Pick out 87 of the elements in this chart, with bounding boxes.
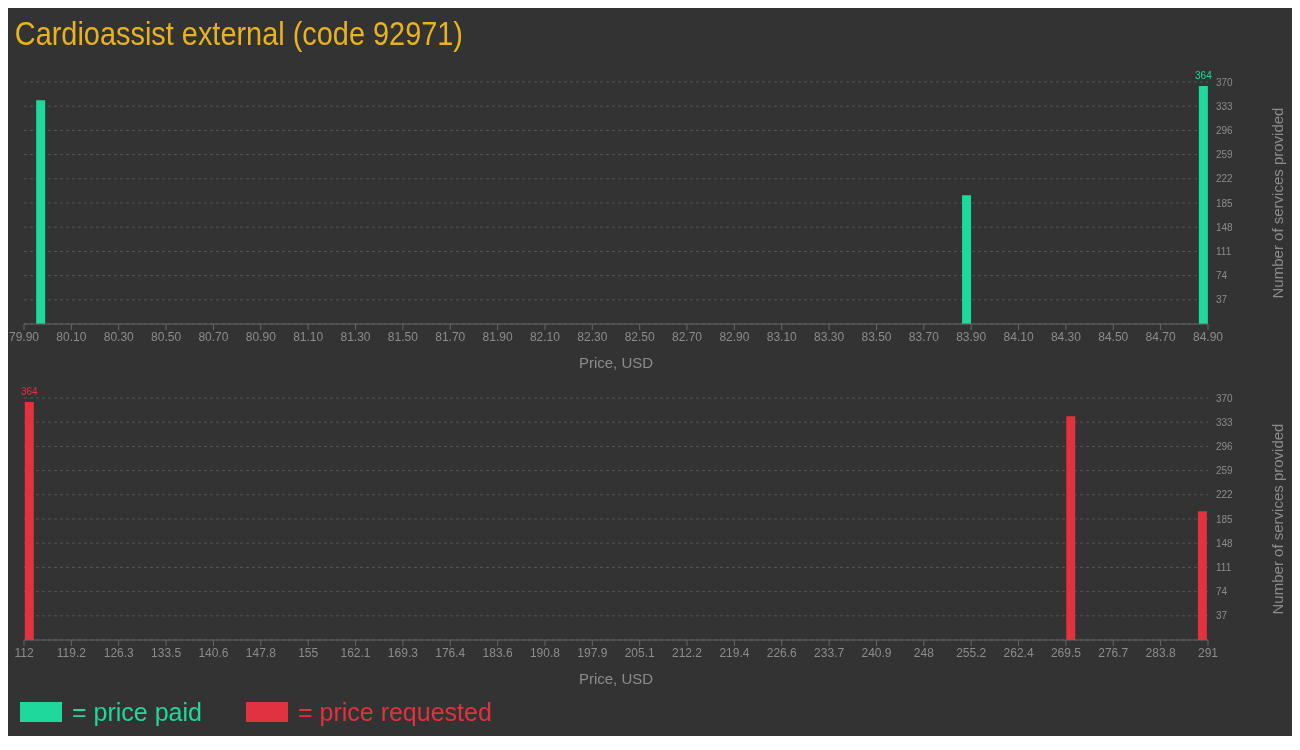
x-tick-label: 79.90 [8,329,40,344]
x-tick-label: 126.3 [103,645,135,660]
y-tick-label: 296 [1216,440,1234,452]
x-tick-label: 219.4 [719,645,750,660]
x-tick-label: 84.70 [1145,329,1176,344]
x-tick-label: 147.8 [245,645,277,660]
y-tick-label: 296 [1216,124,1234,136]
x-tick-label: 83.30 [814,329,845,344]
data-label: 364 [20,385,39,397]
x-tick-label: 84.50 [1098,329,1129,344]
y-tick-label: 370 [1216,392,1234,404]
x-tick-label: 255.2 [956,645,987,660]
y-tick-label: 259 [1216,149,1234,161]
y-tick-label: 37 [1216,294,1228,306]
x-tick-label: 169.3 [387,645,419,660]
y-tick-label: 148 [1216,537,1234,549]
x-tick-label: 84.90 [1192,329,1224,344]
x-tick-label: 82.70 [672,329,703,344]
x-tick-label: 82.10 [529,329,561,344]
y-axis-title: Number of services provided [1269,423,1287,615]
x-tick-label: 81.30 [340,329,371,344]
x-tick-label: 83.70 [908,329,940,344]
bar [1197,511,1207,640]
x-tick-label: 82.30 [577,329,608,344]
x-tick-label: 81.70 [435,329,466,344]
x-tick-label: 112 [14,645,34,660]
x-tick-label: 162.1 [340,645,371,660]
x-tick-label: 226.6 [766,645,798,660]
x-tick-label: 262.4 [1003,645,1034,660]
x-tick-label: 212.2 [672,645,703,660]
x-tick-label: 80.50 [151,329,182,344]
y-tick-label: 37 [1216,610,1228,622]
y-tick-label: 74 [1216,586,1228,598]
x-tick-label: 81.90 [482,329,513,344]
x-axis-title: Price, USD [578,354,654,371]
x-tick-label: 233.7 [814,645,845,660]
data-label: 364 [1195,69,1213,81]
y-tick-label: 222 [1216,489,1234,501]
x-tick-label: 269.5 [1050,645,1082,660]
x-tick-label: 133.5 [151,645,182,660]
x-tick-label: 81.50 [387,329,419,344]
legend-label: = price paid [72,697,202,727]
x-tick-label: 119.2 [56,645,87,660]
x-tick-label: 140.6 [198,645,229,660]
x-axis-title: Price, USD [578,670,654,687]
y-tick-label: 111 [1216,245,1232,257]
x-tick-label: 240.9 [861,645,892,660]
x-tick-label: 83.10 [766,329,798,344]
bar [1066,416,1076,640]
x-tick-label: 82.90 [719,329,750,344]
x-tick-label: 80.30 [103,329,135,344]
y-tick-label: 185 [1216,197,1234,209]
x-tick-label: 291 [1197,645,1219,660]
bar [962,195,972,324]
legend-label: = price requested [297,697,492,727]
x-tick-label: 83.50 [861,329,892,344]
y-tick-label: 333 [1216,100,1234,112]
x-tick-label: 80.10 [56,329,87,344]
y-tick-label: 370 [1216,76,1234,88]
y-axis-title: Number of services provided [1269,107,1287,299]
y-tick-label: 185 [1216,513,1234,525]
x-tick-label: 183.6 [482,645,513,660]
x-tick-label: 176.4 [435,645,466,660]
x-tick-label: 82.50 [624,329,656,344]
x-tick-label: 276.7 [1098,645,1129,660]
y-tick-label: 333 [1216,416,1234,428]
x-tick-label: 197.9 [577,645,608,660]
chart-title: Cardioassist external (code 92971) [13,13,464,54]
x-tick-label: 190.8 [529,645,561,660]
x-tick-label: 80.70 [198,329,229,344]
y-tick-label: 74 [1216,270,1228,282]
x-tick-label: 283.8 [1145,645,1176,660]
y-tick-label: 111 [1216,561,1232,573]
x-tick-label: 83.90 [956,329,987,344]
bar [1198,85,1208,324]
x-tick-label: 155 [298,645,319,660]
x-tick-label: 84.10 [1003,329,1034,344]
bar [36,100,46,324]
y-tick-label: 148 [1216,221,1234,233]
y-tick-label: 222 [1216,173,1234,185]
x-tick-label: 80.90 [245,329,277,344]
x-tick-label: 84.30 [1050,329,1082,344]
bar [24,401,34,640]
x-tick-label: 248 [913,645,935,660]
x-tick-label: 205.1 [624,645,656,660]
x-tick-label: 81.10 [293,329,324,344]
y-tick-label: 259 [1216,465,1234,477]
